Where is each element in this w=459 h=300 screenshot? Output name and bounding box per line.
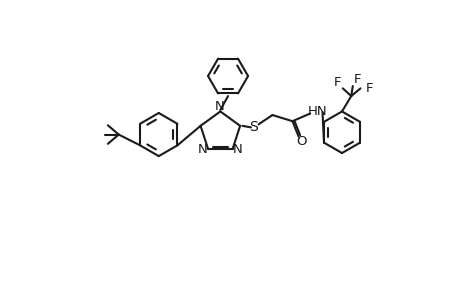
Text: N: N [233, 143, 242, 156]
Text: N: N [214, 100, 224, 113]
Text: HN: HN [307, 105, 326, 118]
Text: N: N [197, 143, 207, 156]
Text: F: F [365, 82, 373, 95]
Text: S: S [249, 120, 258, 134]
Text: F: F [353, 73, 360, 85]
Text: F: F [333, 76, 341, 89]
Text: O: O [296, 135, 306, 148]
